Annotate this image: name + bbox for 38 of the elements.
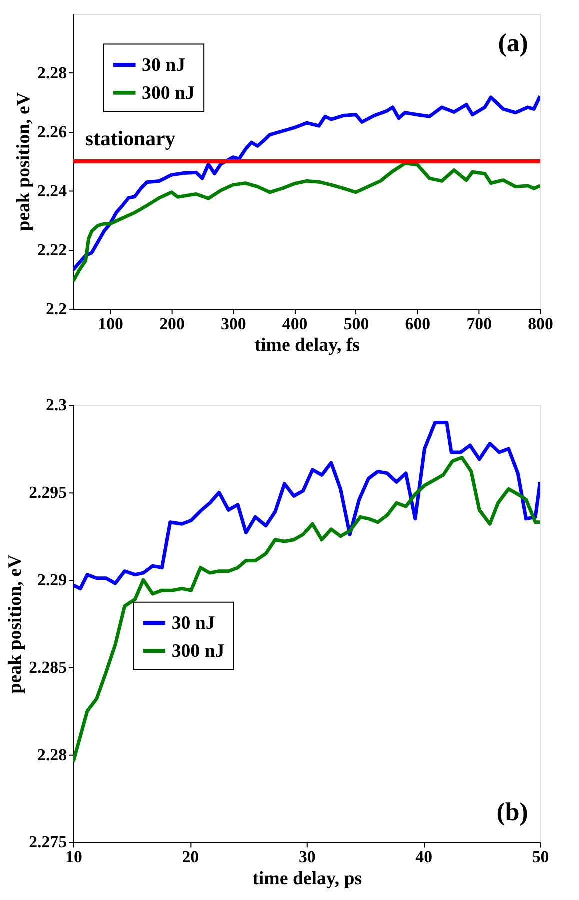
x-tick-label: 50: [532, 848, 550, 867]
y-tick-label: 2.295: [29, 483, 68, 502]
y-tick-label: 2.24: [38, 181, 68, 200]
x-axis-title: time delay, fs: [254, 335, 360, 356]
y-tick-label: 2.285: [29, 658, 68, 677]
legend-label: 30 nJ: [172, 613, 216, 634]
y-tick-label: 2.3: [46, 396, 68, 415]
y-tick-label: 2.26: [38, 122, 68, 142]
y-tick-label: 2.22: [38, 240, 68, 260]
x-tick-label: 10: [66, 848, 82, 867]
x-tick-label: 400: [282, 314, 308, 334]
y-axis-title: peak position, eV: [5, 554, 26, 694]
x-tick-label: 200: [160, 314, 185, 334]
legend-label: 300 nJ: [142, 82, 195, 104]
y-tick-label: 2.29: [38, 570, 68, 590]
y-tick-label: 2.28: [38, 745, 68, 764]
line-series: [73, 456, 540, 764]
x-tick-label: 20: [182, 848, 200, 867]
y-axis-title: peak position, eV: [14, 92, 35, 232]
line-series: [73, 162, 540, 283]
x-tick-label: 300: [221, 314, 246, 334]
y-tick-label: 2.275: [29, 832, 68, 852]
y-tick-label: 2.2: [46, 299, 68, 318]
x-tick-label: 700: [466, 314, 492, 334]
annotation: (a): [498, 28, 528, 58]
x-axis-title: time delay, ps: [252, 868, 362, 890]
line-series: [73, 421, 540, 591]
legend-label: 300 nJ: [172, 641, 225, 662]
y-tick-label: 2.28: [38, 63, 68, 82]
x-tick-label: 40: [416, 848, 433, 867]
legend-label: 30 nJ: [142, 55, 186, 76]
ref-line-label: stationary: [85, 126, 176, 151]
annotation: (b): [496, 797, 528, 826]
x-tick-label: 600: [405, 314, 431, 334]
x-tick-label: 500: [344, 314, 370, 334]
x-tick-label: 30: [298, 848, 316, 867]
x-tick-label: 800: [528, 314, 554, 334]
x-tick-label: 100: [98, 314, 124, 334]
